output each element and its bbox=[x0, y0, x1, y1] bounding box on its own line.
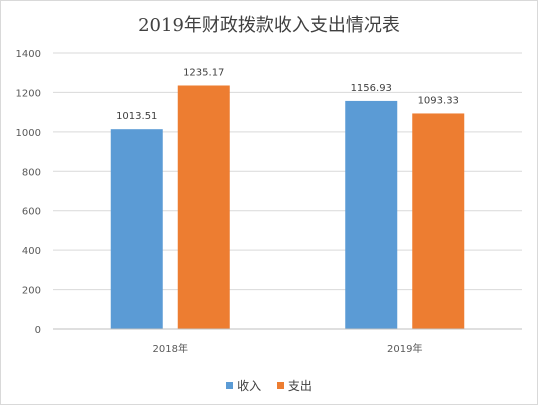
y-tick-label: 1400 bbox=[16, 49, 41, 60]
bar-expense bbox=[412, 113, 465, 330]
chart-title: 2019年财政拨款收入支出情况表 bbox=[138, 15, 400, 36]
legend-label-income: 收入 bbox=[237, 379, 262, 393]
legend-item-income: 收入 bbox=[226, 377, 261, 394]
data-label: 1156.93 bbox=[351, 83, 392, 94]
legend-swatch-income bbox=[226, 382, 234, 389]
bar-income bbox=[345, 100, 398, 329]
legend-item-expense: 支出 bbox=[276, 377, 312, 394]
y-tick-label: 1200 bbox=[16, 88, 41, 99]
y-tick-label: 400 bbox=[22, 246, 41, 257]
x-tick-label: 2019年 bbox=[387, 342, 422, 355]
y-tick-label: 0 bbox=[35, 325, 41, 336]
bar-expense bbox=[177, 85, 230, 329]
x-tick-label: 2018年 bbox=[153, 342, 188, 355]
legend-label-expense: 支出 bbox=[287, 379, 312, 393]
y-tick-label: 800 bbox=[22, 167, 41, 178]
chart-legend: 收入 支出 bbox=[1, 377, 537, 394]
y-tick-label: 1000 bbox=[16, 128, 41, 139]
bar-income bbox=[110, 129, 163, 329]
y-tick-label: 600 bbox=[22, 207, 41, 218]
y-tick-label: 200 bbox=[22, 286, 41, 297]
plot-area: 1013.51 1235.17 1156.93 1093.33 0 200 400 600 8… bbox=[16, 49, 522, 355]
data-label: 1013.51 bbox=[116, 111, 157, 122]
data-label: 1093.33 bbox=[418, 95, 459, 106]
legend-swatch-expense bbox=[276, 382, 284, 389]
data-label: 1235.17 bbox=[183, 67, 224, 78]
